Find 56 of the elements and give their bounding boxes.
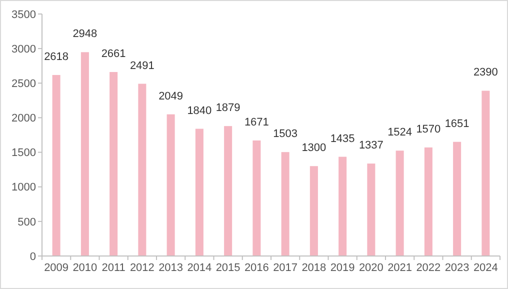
x-tick-label: 2015 xyxy=(216,262,240,274)
data-label: 1879 xyxy=(216,102,240,114)
bar xyxy=(281,152,290,256)
bar xyxy=(367,164,376,256)
bar xyxy=(110,72,118,256)
bar xyxy=(252,140,261,256)
y-tick-label: 2000 xyxy=(12,112,36,125)
data-label: 1671 xyxy=(244,116,269,128)
x-tick-label: 2010 xyxy=(72,262,98,274)
data-label: 2390 xyxy=(473,66,498,79)
bar xyxy=(338,156,347,256)
bar xyxy=(310,166,318,256)
x-tick-label: 2018 xyxy=(302,262,326,274)
x-tick-label: 2019 xyxy=(330,262,355,274)
x-tick-label: 2020 xyxy=(358,262,384,274)
bar xyxy=(195,128,204,256)
x-tick-label: 2009 xyxy=(44,262,69,274)
bar xyxy=(424,147,432,256)
data-label: 1840 xyxy=(187,104,212,117)
data-label: 1651 xyxy=(444,118,470,130)
bar xyxy=(80,52,89,256)
bar xyxy=(166,114,175,256)
y-tick-label: 2500 xyxy=(12,78,36,90)
data-label: 1524 xyxy=(388,126,412,139)
x-tick-label: 2017 xyxy=(273,262,298,274)
x-tick-label: 2013 xyxy=(158,262,184,274)
bar xyxy=(52,74,60,256)
data-label: 2049 xyxy=(158,90,184,102)
x-tick-label: 2024 xyxy=(473,262,498,274)
data-label: 1435 xyxy=(330,132,355,145)
y-tick-label: 1500 xyxy=(12,147,36,160)
y-tick-label: 1000 xyxy=(12,182,36,194)
x-tick-label: 2012 xyxy=(130,262,154,274)
bar xyxy=(138,84,146,256)
data-label: 1300 xyxy=(302,142,326,154)
x-tick-label: 2011 xyxy=(102,262,126,274)
x-tick-label: 2021 xyxy=(388,262,412,274)
bar xyxy=(482,90,490,256)
x-tick-label: 2022 xyxy=(416,262,441,274)
y-tick-label: 3000 xyxy=(12,43,36,56)
data-label: 1337 xyxy=(358,140,384,152)
data-label: 1503 xyxy=(273,128,298,140)
data-label: 2661 xyxy=(101,48,126,60)
data-label: 1570 xyxy=(416,123,441,136)
y-tick-label: 500 xyxy=(18,216,36,228)
data-label: 2948 xyxy=(72,28,98,40)
bar xyxy=(224,126,232,256)
x-tick-label: 2023 xyxy=(444,262,470,274)
y-tick-label: 3500 xyxy=(12,8,36,21)
y-tick-label: 0 xyxy=(30,250,36,263)
x-tick-label: 2014 xyxy=(187,262,212,274)
data-label: 2491 xyxy=(130,60,154,72)
bar xyxy=(453,142,462,256)
data-label: 2618 xyxy=(44,50,69,63)
x-tick-label: 2016 xyxy=(244,262,269,274)
bar xyxy=(396,150,404,256)
